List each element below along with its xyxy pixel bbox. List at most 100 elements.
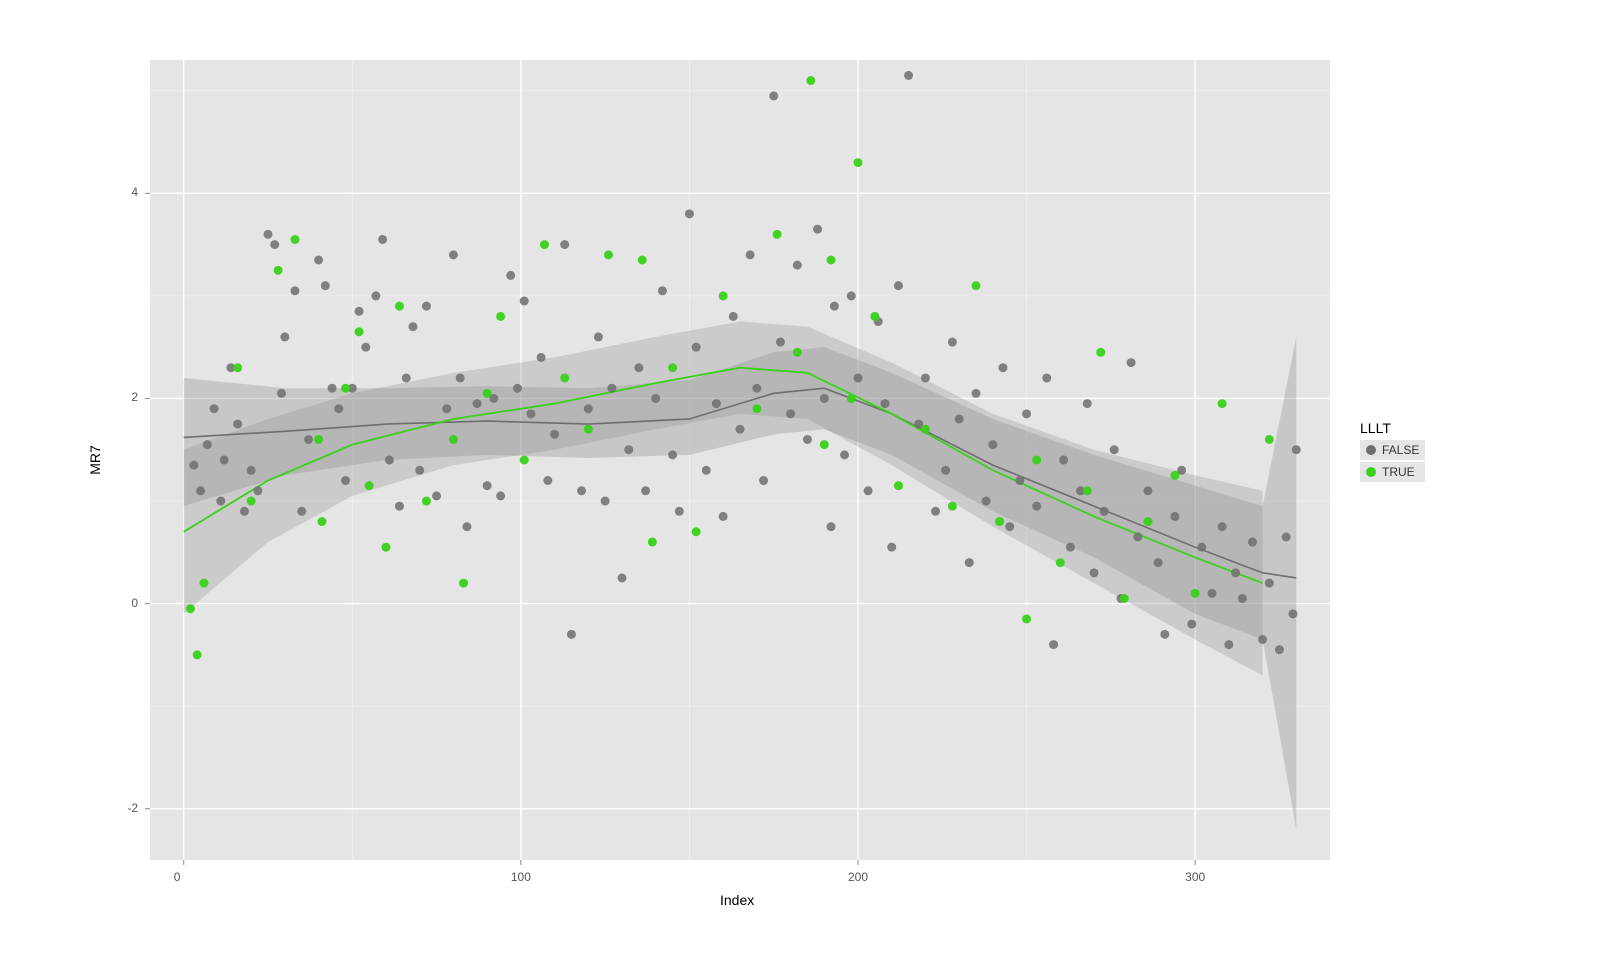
scatter-point [520, 297, 529, 306]
scatter-point [634, 363, 643, 372]
scatter-point [560, 373, 569, 382]
scatter-point [1248, 538, 1257, 547]
legend-items: FALSETRUE [1360, 440, 1425, 482]
scatter-point [773, 230, 782, 239]
scatter-point [415, 466, 424, 475]
legend-dot-icon [1366, 467, 1376, 477]
scatter-point [1005, 522, 1014, 531]
scatter-point [972, 389, 981, 398]
scatter-point [972, 281, 981, 290]
scatter-point [422, 302, 431, 311]
scatter-point [847, 394, 856, 403]
scatter-point [560, 240, 569, 249]
scatter-point [1083, 486, 1092, 495]
scatter-point [1066, 543, 1075, 552]
scatter-point [854, 158, 863, 167]
scatter-point [887, 543, 896, 552]
scatter-point [483, 481, 492, 490]
scatter-point [385, 456, 394, 465]
scatter-point [247, 466, 256, 475]
x-tick-label: 300 [1185, 870, 1205, 884]
scatter-point [355, 327, 364, 336]
scatter-point [526, 409, 535, 418]
scatter-point [712, 399, 721, 408]
scatter-point [692, 527, 701, 536]
legend: LLLT FALSETRUE [1360, 420, 1425, 484]
scatter-point [880, 399, 889, 408]
scatter-point [793, 261, 802, 270]
y-tick-label: 0 [108, 596, 138, 610]
chart-container: MR7 Index LLLT FALSETRUE 0100200300-2024 [0, 0, 1600, 951]
scatter-point [371, 291, 380, 300]
scatter-point [921, 373, 930, 382]
scatter-point [827, 522, 836, 531]
scatter-point [540, 240, 549, 249]
scatter-point [382, 543, 391, 552]
scatter-point [965, 558, 974, 567]
scatter-point [577, 486, 586, 495]
scatter-point [1258, 635, 1267, 644]
scatter-point [820, 394, 829, 403]
scatter-point [955, 414, 964, 423]
scatter-point [1218, 522, 1227, 531]
scatter-point [719, 512, 728, 521]
scatter-point [941, 466, 950, 475]
scatter-point [1096, 348, 1105, 357]
scatter-point [270, 240, 279, 249]
scatter-point [894, 481, 903, 490]
scatter-point [702, 466, 711, 475]
scatter-point [1292, 445, 1301, 454]
x-axis-label: Index [720, 892, 754, 908]
scatter-point [769, 91, 778, 100]
legend-dot-icon [1366, 445, 1376, 455]
scatter-point [776, 338, 785, 347]
scatter-point [998, 363, 1007, 372]
scatter-point [1042, 373, 1051, 382]
scatter-point [638, 256, 647, 265]
scatter-point [496, 491, 505, 500]
scatter-point [736, 425, 745, 434]
scatter-point [543, 476, 552, 485]
scatter-point [449, 435, 458, 444]
scatter-point [904, 71, 913, 80]
scatter-point [240, 507, 249, 516]
scatter-point [189, 461, 198, 470]
scatter-point [752, 404, 761, 413]
scatter-point [277, 389, 286, 398]
scatter-point [422, 497, 431, 506]
scatter-point [459, 579, 468, 588]
scatter-point [759, 476, 768, 485]
scatter-point [729, 312, 738, 321]
scatter-point [793, 348, 802, 357]
legend-item: TRUE [1360, 462, 1425, 482]
scatter-point [253, 486, 262, 495]
scatter-point [537, 353, 546, 362]
scatter-point [1282, 532, 1291, 541]
scatter-point [506, 271, 515, 280]
scatter-point [361, 343, 370, 352]
scatter-point [290, 286, 299, 295]
scatter-point [641, 486, 650, 495]
scatter-point [314, 435, 323, 444]
scatter-point [1265, 435, 1274, 444]
scatter-point [668, 450, 677, 459]
legend-title: LLLT [1360, 420, 1425, 436]
scatter-point [931, 507, 940, 516]
scatter-point [1143, 486, 1152, 495]
scatter-point [1090, 568, 1099, 577]
scatter-point [317, 517, 326, 526]
x-tick-label: 100 [511, 870, 531, 884]
scatter-point [456, 373, 465, 382]
scatter-point [685, 209, 694, 218]
x-tick-label: 200 [848, 870, 868, 884]
scatter-point [719, 291, 728, 300]
scatter-point [186, 604, 195, 613]
scatter-point [264, 230, 273, 239]
scatter-point [1191, 589, 1200, 598]
scatter-point [584, 404, 593, 413]
y-tick-label: 4 [108, 185, 138, 199]
scatter-point [1170, 512, 1179, 521]
scatter-point [1022, 614, 1031, 623]
scatter-point [550, 430, 559, 439]
scatter-point [513, 384, 522, 393]
